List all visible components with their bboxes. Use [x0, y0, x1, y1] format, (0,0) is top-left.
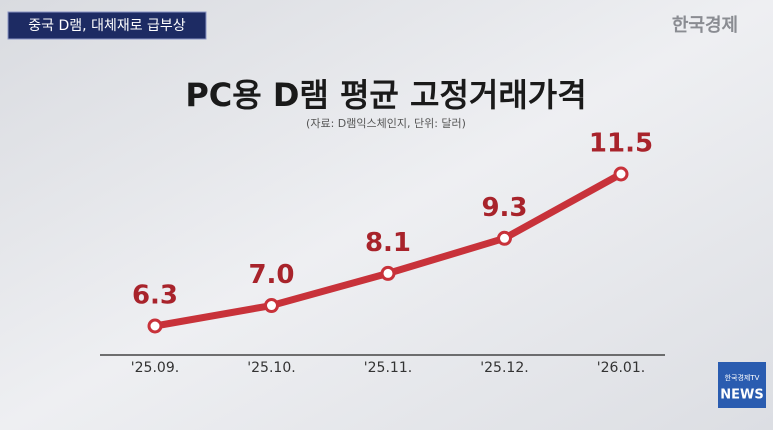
- chart-title: PC용 D램 평균 고정거래가격: [185, 76, 586, 114]
- watermark-box: [718, 362, 766, 408]
- value-label: 11.5: [589, 129, 653, 159]
- chart-subtitle: (자료: D램익스체인지, 단위: 달러): [306, 117, 466, 130]
- value-label: 9.3: [481, 193, 527, 223]
- watermark-top: 한국경제TV: [725, 373, 760, 382]
- watermark-bottom: NEWS: [720, 388, 763, 403]
- marker: [497, 230, 512, 246]
- badge-box: [7, 11, 207, 40]
- x-tick-label: '25.09.: [131, 360, 179, 376]
- value-label: 8.1: [365, 228, 411, 258]
- badge: 중국 D램, 대체재로 급부상: [28, 18, 186, 34]
- logo: 한국경제: [672, 15, 738, 36]
- x-tick-label: '26.01.: [597, 360, 645, 376]
- value-label: 7.0: [248, 260, 294, 290]
- x-tick-label: '25.10.: [247, 360, 295, 376]
- marker: [380, 265, 396, 281]
- marker: [613, 166, 629, 182]
- x-tick-label: '25.11.: [364, 360, 412, 376]
- marker: [147, 318, 163, 334]
- x-tick-label: '25.12.: [480, 360, 528, 376]
- marker: [264, 298, 279, 314]
- value-label: 6.3: [132, 281, 178, 311]
